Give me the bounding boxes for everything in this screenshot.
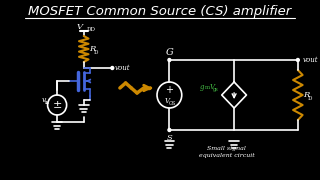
Text: Small signal
equivalent circuit: Small signal equivalent circuit bbox=[199, 146, 254, 158]
Text: MOSFET Common Source (CS) amplifier: MOSFET Common Source (CS) amplifier bbox=[28, 4, 292, 17]
Text: in: in bbox=[45, 100, 50, 105]
Text: S: S bbox=[166, 134, 172, 142]
Text: R: R bbox=[89, 45, 95, 53]
Text: V: V bbox=[77, 23, 83, 31]
Text: m: m bbox=[204, 84, 210, 89]
Text: D: D bbox=[308, 96, 312, 100]
Text: +: + bbox=[165, 85, 173, 95]
Text: vout: vout bbox=[303, 56, 318, 64]
Text: vout: vout bbox=[115, 64, 131, 72]
Circle shape bbox=[296, 58, 299, 62]
Text: G: G bbox=[165, 48, 173, 57]
Text: gs: gs bbox=[213, 87, 219, 91]
Text: v: v bbox=[42, 96, 46, 104]
Text: g: g bbox=[200, 83, 204, 91]
Text: V: V bbox=[209, 83, 214, 91]
Text: D: D bbox=[94, 50, 98, 55]
Circle shape bbox=[168, 58, 171, 62]
Text: V: V bbox=[165, 97, 170, 105]
Text: DD: DD bbox=[87, 26, 96, 31]
Text: ±: ± bbox=[52, 100, 62, 110]
Text: R: R bbox=[303, 91, 309, 99]
Circle shape bbox=[111, 66, 114, 69]
Circle shape bbox=[168, 129, 171, 132]
Text: GS: GS bbox=[169, 100, 176, 105]
